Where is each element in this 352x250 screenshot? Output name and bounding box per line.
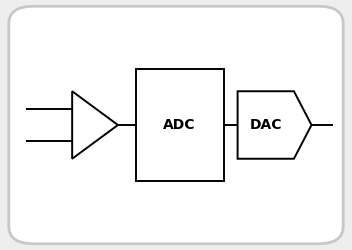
Text: ADC: ADC [163, 118, 196, 132]
Polygon shape [238, 91, 312, 159]
Bar [136, 69, 224, 181]
FancyBboxPatch shape [9, 6, 343, 244]
Polygon shape [72, 91, 118, 159]
Text: DAC: DAC [250, 118, 282, 132]
